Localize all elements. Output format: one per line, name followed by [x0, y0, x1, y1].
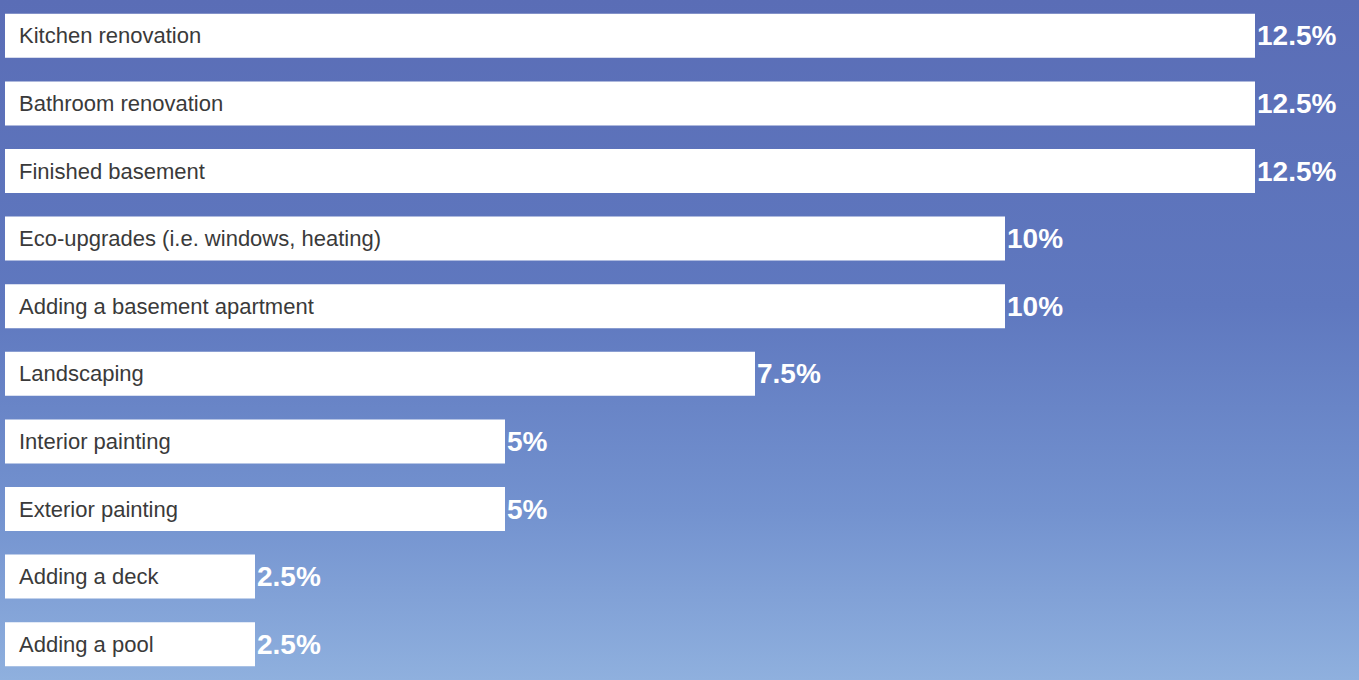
svg-text:Kitchen renovation: Kitchen renovation [19, 23, 201, 48]
svg-text:Interior painting: Interior painting [19, 429, 171, 454]
svg-text:Bathroom renovation: Bathroom renovation [19, 91, 223, 116]
svg-text:Adding a pool: Adding a pool [19, 632, 154, 657]
svg-text:Finished basement: Finished basement [19, 159, 205, 184]
svg-text:12.5%: 12.5% [1257, 156, 1336, 187]
svg-text:7.5%: 7.5% [757, 358, 821, 389]
svg-text:Eco-upgrades (i.e. windows, he: Eco-upgrades (i.e. windows, heating) [19, 226, 381, 251]
svg-text:5%: 5% [507, 494, 548, 525]
svg-text:5%: 5% [507, 426, 548, 457]
svg-text:Landscaping: Landscaping [19, 361, 144, 386]
svg-text:Adding a basement apartment: Adding a basement apartment [19, 294, 314, 319]
svg-text:2.5%: 2.5% [257, 629, 321, 660]
svg-text:12.5%: 12.5% [1257, 20, 1336, 51]
svg-text:10%: 10% [1007, 291, 1063, 322]
svg-text:Exterior painting: Exterior painting [19, 497, 178, 522]
svg-text:Adding a deck: Adding a deck [19, 564, 159, 589]
svg-text:12.5%: 12.5% [1257, 88, 1336, 119]
svg-text:10%: 10% [1007, 223, 1063, 254]
svg-text:2.5%: 2.5% [257, 561, 321, 592]
